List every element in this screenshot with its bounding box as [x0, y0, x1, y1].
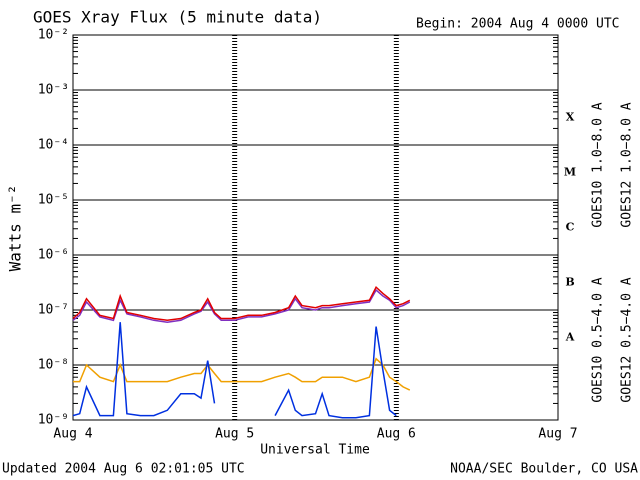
flare-class-label: B: [565, 276, 574, 289]
y-tick-label: 10⁻²: [38, 28, 69, 43]
plot-frame: [72, 34, 559, 421]
series-line: [72, 285, 411, 322]
legend-entry: GOES10 1.0−8.0 A: [591, 102, 606, 227]
flare-class-label: X: [566, 111, 575, 124]
series-line: [274, 326, 397, 419]
y-axis-label: Watts m⁻²: [6, 185, 25, 272]
chart-subtitle: Begin: 2004 Aug 4 0000 UTC: [416, 17, 620, 32]
y-tick-label: 10⁻⁵: [38, 193, 69, 208]
series-line: [72, 322, 216, 417]
flare-class-label: M: [564, 166, 576, 179]
footer-left: Updated 2004 Aug 6 02:01:05 UTC: [2, 462, 245, 477]
y-tick-label: 10⁻⁹: [38, 413, 69, 428]
y-tick-label: 10⁻³: [38, 83, 69, 98]
flare-class-label: C: [566, 221, 575, 234]
y-tick-label: 10⁻⁶: [38, 248, 69, 263]
chart-title: GOES Xray Flux (5 minute data): [33, 8, 322, 27]
y-tick-label: 10⁻⁸: [38, 358, 69, 373]
legend-entry: GOES12 0.5−4.0 A: [620, 277, 635, 402]
series-line: [72, 288, 411, 323]
y-tick-label: 10⁻⁴: [38, 138, 69, 153]
footer-right: NOAA/SEC Boulder, CO USA: [450, 462, 638, 477]
x-tick-label: Aug 4: [53, 427, 92, 442]
y-tick-label: 10⁻⁷: [38, 303, 69, 318]
x-tick-label: Aug 5: [215, 427, 254, 442]
flare-class-label: A: [565, 331, 575, 344]
legend-entry: GOES12 1.0−8.0 A: [620, 102, 635, 227]
x-tick-label: Aug 7: [538, 427, 577, 442]
legend-entry: GOES10 0.5−4.0 A: [591, 277, 606, 402]
x-tick-label: Aug 6: [377, 427, 416, 442]
x-axis-label: Universal Time: [260, 443, 370, 458]
